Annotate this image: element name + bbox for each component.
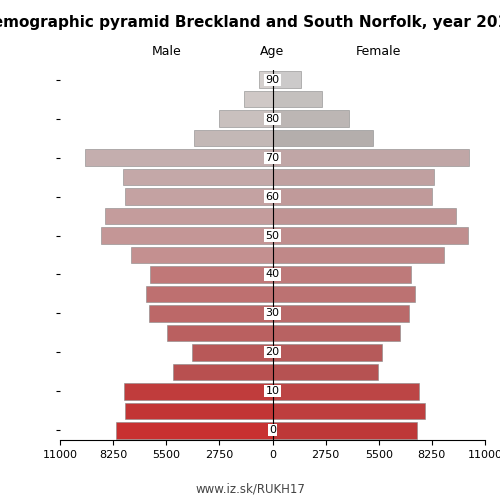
Bar bbox=[124, 402, 272, 419]
Bar bbox=[173, 364, 272, 380]
Text: 80: 80 bbox=[266, 114, 280, 124]
Bar bbox=[272, 266, 410, 283]
Bar bbox=[194, 130, 272, 146]
Text: 70: 70 bbox=[266, 152, 280, 162]
Bar bbox=[272, 246, 444, 264]
Bar bbox=[146, 286, 272, 302]
Bar bbox=[272, 305, 408, 322]
Bar bbox=[272, 130, 373, 146]
Text: 40: 40 bbox=[266, 270, 280, 280]
Bar bbox=[272, 344, 382, 360]
Text: 20: 20 bbox=[266, 348, 280, 358]
Bar bbox=[260, 72, 272, 88]
Bar bbox=[124, 188, 272, 205]
Text: Female: Female bbox=[356, 46, 402, 59]
Bar bbox=[192, 344, 272, 360]
Bar bbox=[150, 266, 272, 283]
Bar bbox=[272, 150, 468, 166]
Bar bbox=[272, 228, 468, 244]
Text: 90: 90 bbox=[266, 74, 280, 85]
Text: Age: Age bbox=[260, 46, 284, 59]
Bar bbox=[272, 422, 418, 438]
Bar bbox=[130, 246, 272, 264]
Text: 0: 0 bbox=[269, 426, 276, 436]
Bar bbox=[272, 110, 349, 127]
Bar bbox=[123, 169, 272, 186]
Bar bbox=[106, 208, 272, 224]
Bar bbox=[272, 169, 434, 186]
Bar bbox=[100, 228, 272, 244]
Text: demographic pyramid Breckland and South Norfolk, year 2019: demographic pyramid Breckland and South … bbox=[0, 15, 500, 30]
Bar bbox=[167, 324, 272, 341]
Bar bbox=[220, 110, 272, 127]
Bar bbox=[272, 188, 432, 205]
Text: 60: 60 bbox=[266, 192, 280, 202]
Bar bbox=[272, 72, 300, 88]
Bar bbox=[124, 383, 272, 400]
Bar bbox=[272, 286, 416, 302]
Bar bbox=[272, 383, 420, 400]
Text: www.iz.sk/RUKH17: www.iz.sk/RUKH17 bbox=[195, 482, 305, 495]
Text: 30: 30 bbox=[266, 308, 280, 318]
Bar bbox=[272, 402, 425, 419]
Bar bbox=[149, 305, 272, 322]
Bar bbox=[85, 150, 272, 166]
Bar bbox=[272, 91, 322, 108]
Text: 50: 50 bbox=[266, 230, 280, 240]
Bar bbox=[272, 364, 378, 380]
Bar bbox=[272, 324, 400, 341]
Bar bbox=[244, 91, 272, 108]
Bar bbox=[116, 422, 272, 438]
Bar bbox=[272, 208, 456, 224]
Text: 10: 10 bbox=[266, 386, 280, 396]
Text: Male: Male bbox=[152, 46, 181, 59]
